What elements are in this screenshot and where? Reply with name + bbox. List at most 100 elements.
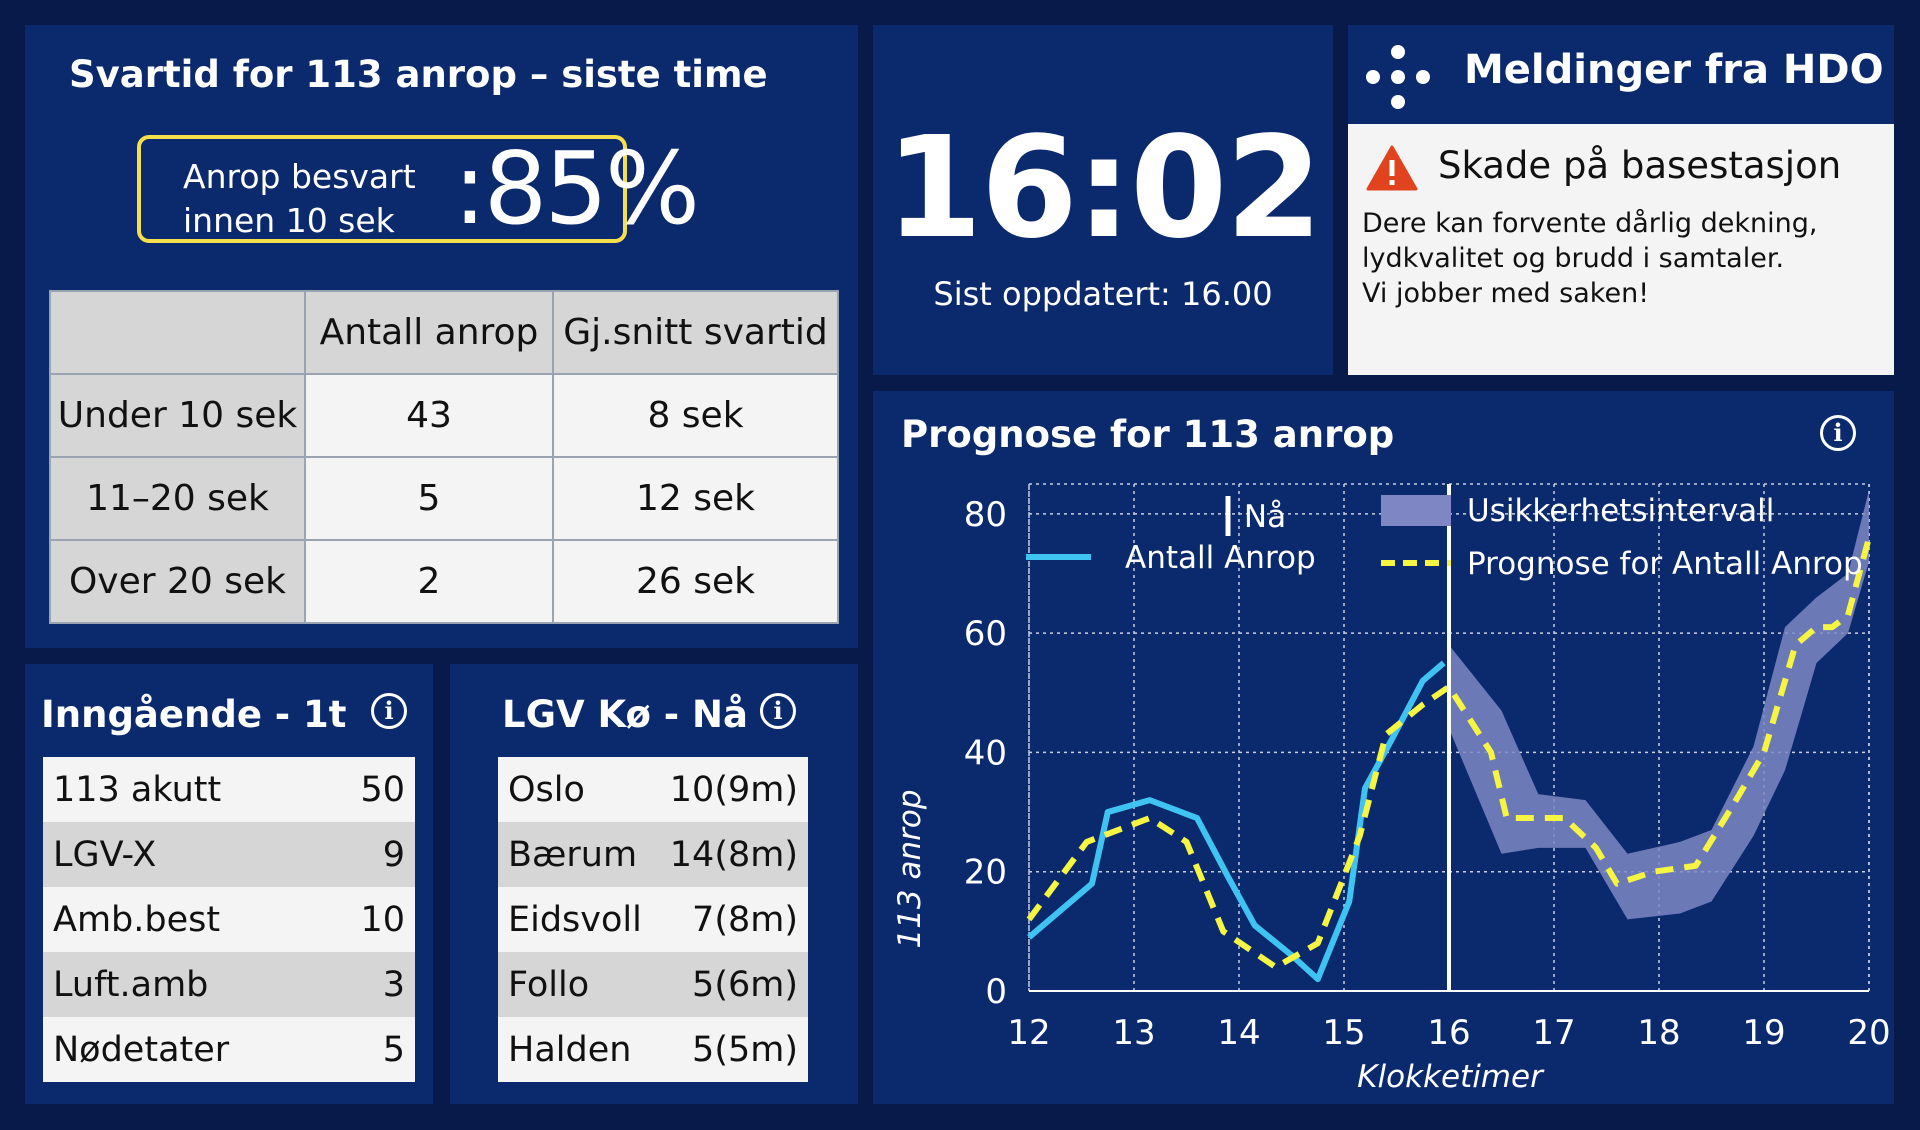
table-header-row: Antall anrop Gj.snitt svartid bbox=[49, 290, 839, 375]
list-item: 113 akutt 50 bbox=[43, 757, 415, 822]
hdo-header: Meldinger fra HDO bbox=[1348, 25, 1894, 124]
hdo-message: Skade på basestasjon Dere kan forvente d… bbox=[1348, 124, 1894, 375]
list-item-value: 10 bbox=[360, 899, 405, 940]
table-cell-count: 5 bbox=[304, 456, 554, 541]
table-cell-avg: 26 sek bbox=[552, 539, 839, 624]
hdo-message-line: Dere kan forvente dårlig dekning, bbox=[1362, 208, 1818, 239]
x-tick-label: 20 bbox=[1847, 1013, 1890, 1053]
forecast-line bbox=[1026, 536, 1872, 971]
prognose-title: Prognose for 113 anrop bbox=[901, 413, 1395, 456]
y-axis-label: 113 anrop bbox=[892, 789, 928, 948]
answer-rate-label: Anrop besvart innen 10 sek bbox=[183, 155, 416, 243]
legend-forecast-label: Prognose for Antall Anrop bbox=[1467, 546, 1863, 582]
table-row: Under 10 sek 43 8 sek bbox=[49, 373, 839, 458]
list-item: Follo 5(6m) bbox=[498, 952, 808, 1017]
y-tick-label: 60 bbox=[964, 614, 1007, 654]
list-item: LGV-X 9 bbox=[43, 822, 415, 887]
uncertainty-band bbox=[1449, 489, 1869, 920]
x-tick-label: 18 bbox=[1637, 1013, 1680, 1053]
x-tick-label: 16 bbox=[1427, 1013, 1470, 1053]
list-item-label: 113 akutt bbox=[53, 769, 222, 810]
list-item-label: Luft.amb bbox=[53, 964, 209, 1005]
list-item-label: Oslo bbox=[508, 769, 585, 810]
list-item: Amb.best 10 bbox=[43, 887, 415, 952]
list-item: Bærum 14(8m) bbox=[498, 822, 808, 887]
list-item-value: 50 bbox=[360, 769, 405, 810]
list-item-label: Nødetater bbox=[53, 1029, 230, 1070]
list-item-value: 5 bbox=[382, 1029, 405, 1070]
list-item: Oslo 10(9m) bbox=[498, 757, 808, 822]
list-item-label: Halden bbox=[508, 1029, 632, 1070]
clock-panel: 16:02 Sist oppdatert: 16.00 bbox=[873, 25, 1333, 375]
svartid-title: Svartid for 113 anrop – siste time bbox=[69, 53, 768, 96]
table-cell-count: 43 bbox=[304, 373, 554, 458]
table-cell-avg: 8 sek bbox=[552, 373, 839, 458]
list-item: Halden 5(5m) bbox=[498, 1017, 808, 1082]
x-tick-label: 14 bbox=[1217, 1013, 1260, 1053]
list-item-value: 5(5m) bbox=[692, 1029, 798, 1070]
list-item-label: Bærum bbox=[508, 834, 638, 875]
list-item-label: LGV-X bbox=[53, 834, 157, 875]
hdo-message-text: Dere kan forvente dårlig dekning, lydkva… bbox=[1362, 206, 1882, 311]
x-tick-label: 13 bbox=[1112, 1013, 1155, 1053]
list-item-value: 9 bbox=[382, 834, 405, 875]
answer-rate-value: :85% bbox=[453, 130, 700, 247]
legend-band-label: Usikkerhetsintervall bbox=[1467, 493, 1774, 529]
x-axis-label: Klokketimer bbox=[1357, 1059, 1545, 1095]
list-item-label: Eidsvoll bbox=[508, 899, 642, 940]
answer-rate-label-line1: Anrop besvart bbox=[183, 157, 416, 196]
y-tick-label: 0 bbox=[985, 972, 1007, 1012]
dots-icon bbox=[1366, 45, 1430, 109]
svartid-panel: Svartid for 113 anrop – siste time Anrop… bbox=[25, 25, 858, 648]
info-icon[interactable]: i bbox=[371, 693, 407, 729]
hdo-message-line: Vi jobber med saken! bbox=[1362, 278, 1650, 309]
list-item-value: 10(9m) bbox=[669, 769, 798, 810]
info-icon[interactable]: i bbox=[1820, 415, 1856, 451]
list-item-value: 3 bbox=[382, 964, 405, 1005]
inngaende-title: Inngående - 1t bbox=[41, 693, 347, 736]
list-item-label: Follo bbox=[508, 964, 590, 1005]
legend-now-label: Nå bbox=[1244, 499, 1286, 535]
table-header-empty bbox=[49, 290, 306, 375]
answer-rate-label-line2: innen 10 sek bbox=[183, 201, 395, 240]
y-tick-label: 20 bbox=[964, 853, 1007, 893]
hdo-message-title: Skade på basestasjon bbox=[1438, 144, 1842, 187]
x-tick-label: 15 bbox=[1322, 1013, 1365, 1053]
legend-actual-label: Antall Anrop bbox=[1125, 540, 1316, 576]
list-item-value: 14(8m) bbox=[669, 834, 798, 875]
y-tick-label: 40 bbox=[964, 733, 1007, 773]
lgv-list: Oslo 10(9m) Bærum 14(8m) Eidsvoll 7(8m) Fol… bbox=[498, 757, 808, 1082]
forecast-chart: 12 13 14 15 16 17 18 19 20 0 20 40 60 80 Nå Antall Anr… bbox=[892, 483, 1891, 1095]
table-row-label: 11–20 sek bbox=[49, 456, 306, 541]
inngaende-panel: Inngående - 1t i 113 akutt 50 LGV-X 9 Amb.… bbox=[25, 664, 433, 1104]
inngaende-list: 113 akutt 50 LGV-X 9 Amb.best 10 Luft.amb 3 … bbox=[43, 757, 415, 1082]
table-header-count: Antall anrop bbox=[304, 290, 554, 375]
lgv-title: LGV Kø - Nå bbox=[502, 693, 748, 736]
response-time-table: Antall anrop Gj.snitt svartid Under 10 s… bbox=[49, 290, 839, 624]
x-tick-label: 17 bbox=[1532, 1013, 1575, 1053]
list-item-value: 5(6m) bbox=[692, 964, 798, 1005]
table-header-avg: Gj.snitt svartid bbox=[552, 290, 839, 375]
table-cell-avg: 12 sek bbox=[552, 456, 839, 541]
hdo-message-line: lydkvalitet og brudd i samtaler. bbox=[1362, 243, 1785, 274]
info-icon[interactable]: i bbox=[760, 693, 796, 729]
table-row-label: Under 10 sek bbox=[49, 373, 306, 458]
prognose-panel: Prognose for 113 anrop i 12 13 14 15 16 17 18 1… bbox=[873, 391, 1894, 1104]
answer-rate-box: Anrop besvart innen 10 sek :85% bbox=[137, 135, 700, 243]
x-tick-label: 12 bbox=[1007, 1013, 1050, 1053]
list-item: Eidsvoll 7(8m) bbox=[498, 887, 808, 952]
clock-time: 16:02 bbox=[885, 107, 1323, 270]
lgv-panel: LGV Kø - Nå i Oslo 10(9m) Bærum 14(8m) Eid… bbox=[450, 664, 858, 1104]
table-row: 11–20 sek 5 12 sek bbox=[49, 456, 839, 541]
x-tick-label: 19 bbox=[1742, 1013, 1785, 1053]
last-updated: Sist oppdatert: 16.00 bbox=[933, 275, 1273, 313]
hdo-panel: Meldinger fra HDO Skade på basestasjon D… bbox=[1348, 25, 1894, 375]
legend-band-swatch bbox=[1381, 495, 1451, 526]
list-item: Nødetater 5 bbox=[43, 1017, 415, 1082]
actual-line bbox=[1027, 660, 1446, 983]
list-item-value: 7(8m) bbox=[692, 899, 798, 940]
list-item-label: Amb.best bbox=[53, 899, 221, 940]
table-cell-count: 2 bbox=[304, 539, 554, 624]
y-tick-label: 80 bbox=[964, 495, 1007, 535]
warning-icon bbox=[1366, 145, 1418, 191]
